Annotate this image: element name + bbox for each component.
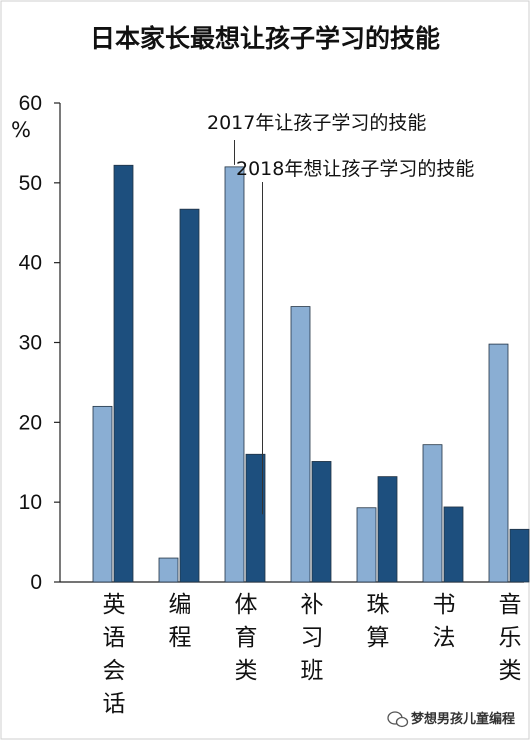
category-label: 英语会话 (103, 592, 126, 717)
bars (92, 164, 530, 583)
bar-2017 (224, 166, 245, 583)
y-tick-label: 10 (19, 491, 42, 514)
category-label: 珠算 (367, 592, 390, 651)
watermark: 梦想男孩儿童编程 (387, 711, 515, 728)
y-ticks: 0 10 20 30 40 50 60 (19, 92, 60, 594)
bar-2018 (377, 476, 398, 583)
y-tick-label: 40 (19, 252, 42, 275)
legend: 2017年让孩子学习的技能 2018年想让孩子学习的技能 (207, 112, 474, 515)
bar-2018 (245, 453, 266, 583)
bar-2018 (179, 208, 200, 583)
chart-title: 日本家长最想让孩子学习的技能 (90, 24, 440, 53)
bar-2017 (422, 444, 443, 583)
bar-2017 (290, 306, 311, 583)
y-tick-label: 0 (30, 571, 42, 594)
bar-2017 (356, 507, 377, 583)
bar-2018 (443, 506, 464, 583)
legend-label-2018: 2018年想让孩子学习的技能 (236, 158, 474, 180)
bar-2018 (113, 164, 134, 583)
category-label: 补习班 (301, 592, 324, 684)
watermark-text: 梦想男孩儿童编程 (411, 711, 515, 727)
bar-2017 (92, 405, 113, 583)
y-tick-label: 50 (19, 172, 42, 195)
bar-2017 (158, 557, 179, 583)
y-tick-label: 60 (19, 92, 42, 115)
y-unit-label: % (11, 118, 31, 142)
bar-2017 (488, 343, 509, 583)
wechat-icon (387, 711, 409, 728)
category-label: 编程 (169, 592, 192, 651)
category-label: 音乐类 (499, 592, 522, 684)
y-tick-label: 30 (19, 332, 42, 355)
legend-label-2017: 2017年让孩子学习的技能 (207, 112, 426, 134)
category-label: 书法 (433, 592, 456, 651)
bar-2018 (311, 461, 332, 583)
y-tick-label: 20 (19, 411, 42, 434)
bar-2018 (509, 528, 530, 583)
category-label: 体育类 (235, 592, 258, 684)
